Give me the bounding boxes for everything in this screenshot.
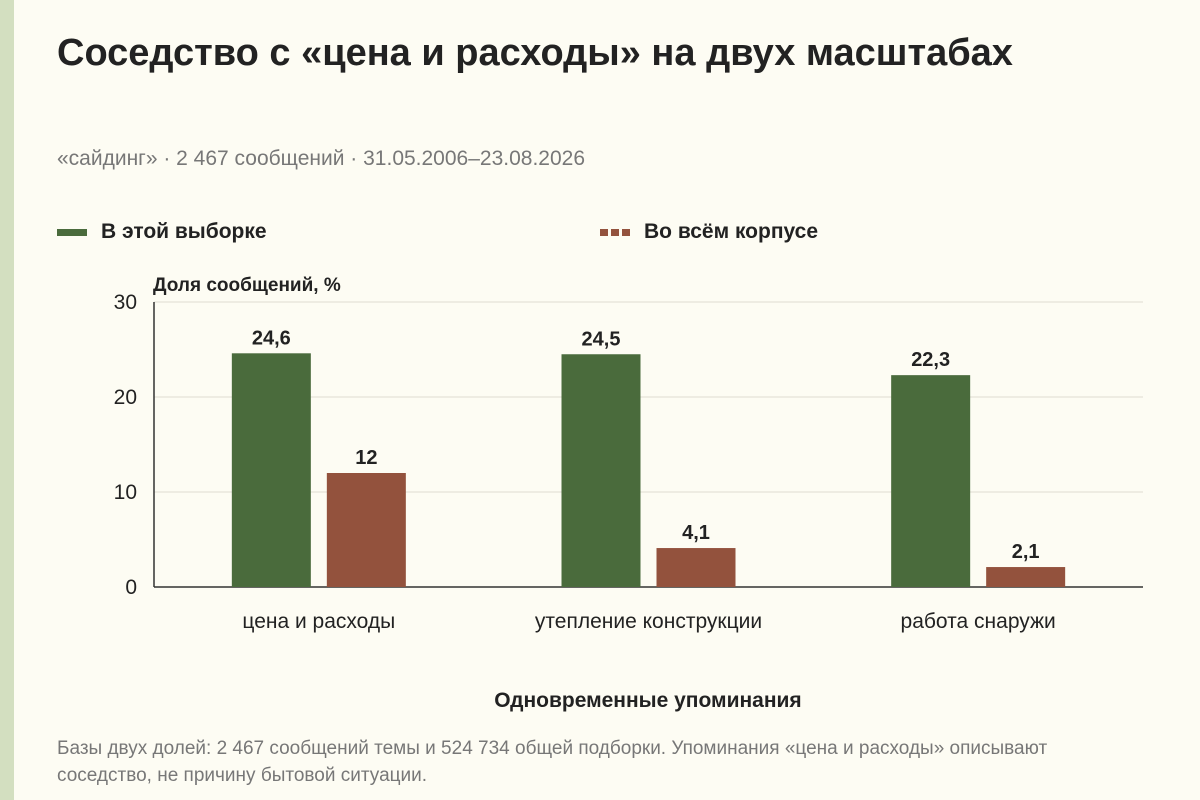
bar-sample bbox=[561, 354, 641, 587]
bar-value-label: 2,1 bbox=[1012, 541, 1040, 563]
x-category-label: утепление конструкции bbox=[535, 610, 762, 633]
left-accent-strip bbox=[0, 0, 14, 800]
bar-corpus bbox=[986, 567, 1066, 587]
chart-subtitle: «сайдинг» · 2 467 сообщений · 31.05.2006… bbox=[57, 147, 586, 170]
legend-swatch-sample bbox=[57, 228, 87, 236]
bars bbox=[231, 353, 1066, 587]
bar-corpus bbox=[326, 473, 406, 587]
legend-label-sample: В этой выборке bbox=[101, 220, 267, 243]
y-tick-label: 0 bbox=[125, 576, 137, 599]
bar-corpus bbox=[656, 548, 736, 587]
bar-value-label: 24,5 bbox=[582, 328, 621, 350]
x-axis-label: Одновременные упоминания bbox=[494, 689, 801, 712]
y-tick-label: 30 bbox=[114, 291, 137, 314]
bar-value-label: 12 bbox=[355, 447, 377, 469]
bar-value-label: 4,1 bbox=[682, 522, 710, 544]
bar-value-label: 24,6 bbox=[252, 327, 291, 349]
legend-item-sample: В этой выборке bbox=[57, 220, 267, 244]
bar-sample bbox=[231, 353, 311, 587]
x-category-labels: цена и расходы утепление конструкции работ… bbox=[242, 610, 1055, 633]
grid-lines bbox=[153, 301, 1143, 588]
legend-item-corpus: Во всём корпусе bbox=[600, 220, 818, 244]
y-tick-labels: 0 10 20 30 bbox=[114, 291, 137, 599]
y-tick-label: 20 bbox=[114, 386, 137, 409]
y-tick-label: 10 bbox=[114, 481, 137, 504]
y-axis-label: Доля сообщений, % bbox=[153, 275, 341, 296]
chart-title: Соседство с «цена и расходы» на двух мас… bbox=[57, 32, 1013, 74]
footnote: Базы двух долей: 2 467 сообщений темы и … bbox=[57, 738, 1048, 786]
legend-swatch-corpus bbox=[600, 228, 630, 236]
bar-sample bbox=[891, 375, 971, 587]
x-category-label: работа снаружи bbox=[901, 610, 1056, 633]
bar-value-labels: 24,6 12 24,5 4,1 22,3 2,1 bbox=[252, 327, 1040, 563]
legend-label-corpus: Во всём корпусе bbox=[644, 220, 819, 243]
bar-value-label: 22,3 bbox=[911, 349, 950, 371]
x-category-label: цена и расходы bbox=[242, 610, 395, 633]
